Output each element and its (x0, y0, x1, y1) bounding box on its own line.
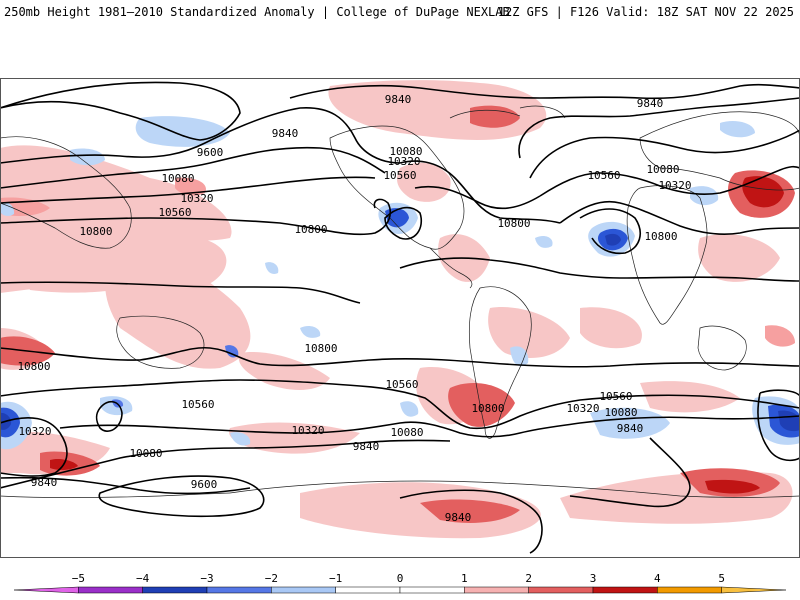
contour-label: 10320 (180, 192, 213, 205)
contour-label: 10320 (291, 424, 324, 437)
colorbar-tick-labels: −5 −4 −3 −2 −1 0 1 2 3 4 5 (72, 572, 725, 585)
colorbar-tick-label: −2 (265, 572, 278, 585)
contour-label: 10800 (79, 225, 112, 238)
contour-label: 10560 (181, 398, 214, 411)
contour-label: 9600 (191, 478, 218, 491)
colorbar-cell (399, 586, 465, 594)
contour-label: 10080 (129, 447, 162, 460)
colorbar-cell (206, 586, 272, 594)
contour-label: 9840 (272, 127, 299, 140)
contour-label: 10560 (158, 206, 191, 219)
contour-label: 10080 (161, 172, 194, 185)
contour-label: 10560 (587, 169, 620, 182)
strong-positive-anomaly (0, 105, 795, 523)
colorbar-tick-label: −1 (329, 572, 342, 585)
contour-label: 10800 (471, 402, 504, 415)
colorbar-cell (464, 586, 529, 594)
colorbar-cell (78, 586, 143, 594)
contour-label: 10080 (646, 163, 679, 176)
colorbar-tick-label: −3 (200, 572, 213, 585)
contour-label: 9840 (353, 440, 380, 453)
colorbar-cell (13, 586, 79, 594)
colorbar: −5 −4 −3 −2 −1 0 1 2 3 4 5 (13, 572, 787, 594)
colorbar-tick-label: 4 (654, 572, 661, 585)
contour-label: 9600 (197, 146, 224, 159)
continent-outlines (0, 105, 800, 498)
contour-label: 10320 (658, 179, 691, 192)
model-valid-time: 12Z GFS | F126 Valid: 18Z SAT NOV 22 202… (497, 5, 794, 19)
contour-label: 9840 (637, 97, 664, 110)
contour-label: 10080 (389, 145, 422, 158)
colorbar-tick-label: 5 (718, 572, 725, 585)
contour-label: 10800 (17, 360, 50, 373)
colorbar-cell (142, 586, 208, 594)
negative-anomaly-shading (0, 116, 800, 450)
contour-label: 9840 (445, 511, 472, 524)
colorbar-cell (657, 586, 722, 594)
contour-label: 10560 (383, 169, 416, 182)
contour-label: 10320 (566, 402, 599, 415)
colorbar-cells (13, 586, 787, 594)
contour-label: 10800 (497, 217, 530, 230)
contour-label: 10320 (18, 425, 51, 438)
map-title: 250mb Height 1981–2010 Standardized Anom… (4, 5, 510, 19)
contour-labels: 9840 9840 9840 9600 10080 10320 10560 10… (17, 93, 691, 524)
height-contours (0, 81, 800, 554)
colorbar-tick-label: 0 (397, 572, 404, 585)
colorbar-tick-label: 1 (461, 572, 468, 585)
colorbar-cell (335, 586, 401, 594)
colorbar-cell (528, 586, 594, 594)
contour-label: 10800 (294, 223, 327, 236)
colorbar-cell (592, 586, 658, 594)
contour-label: 10320 (387, 155, 420, 168)
anomaly-map: 9840 9840 9840 9600 10080 10320 10560 10… (0, 78, 800, 558)
contour-label: 9840 (385, 93, 412, 106)
colorbar-tick-label: 2 (525, 572, 532, 585)
colorbar-cell (271, 586, 336, 594)
contour-label: 10080 (390, 426, 423, 439)
colorbar-tick-label: −4 (136, 572, 150, 585)
contour-label: 9840 (617, 422, 644, 435)
colorbar-cell (721, 586, 787, 594)
colorbar-tick-label: 3 (590, 572, 597, 585)
contour-label: 10800 (644, 230, 677, 243)
contour-label: 10560 (599, 390, 632, 403)
contour-label: 10800 (304, 342, 337, 355)
contour-label: 10080 (604, 406, 637, 419)
colorbar-tick-label: −5 (72, 572, 85, 585)
contour-label: 9840 (31, 476, 58, 489)
contour-label: 10560 (385, 378, 418, 391)
